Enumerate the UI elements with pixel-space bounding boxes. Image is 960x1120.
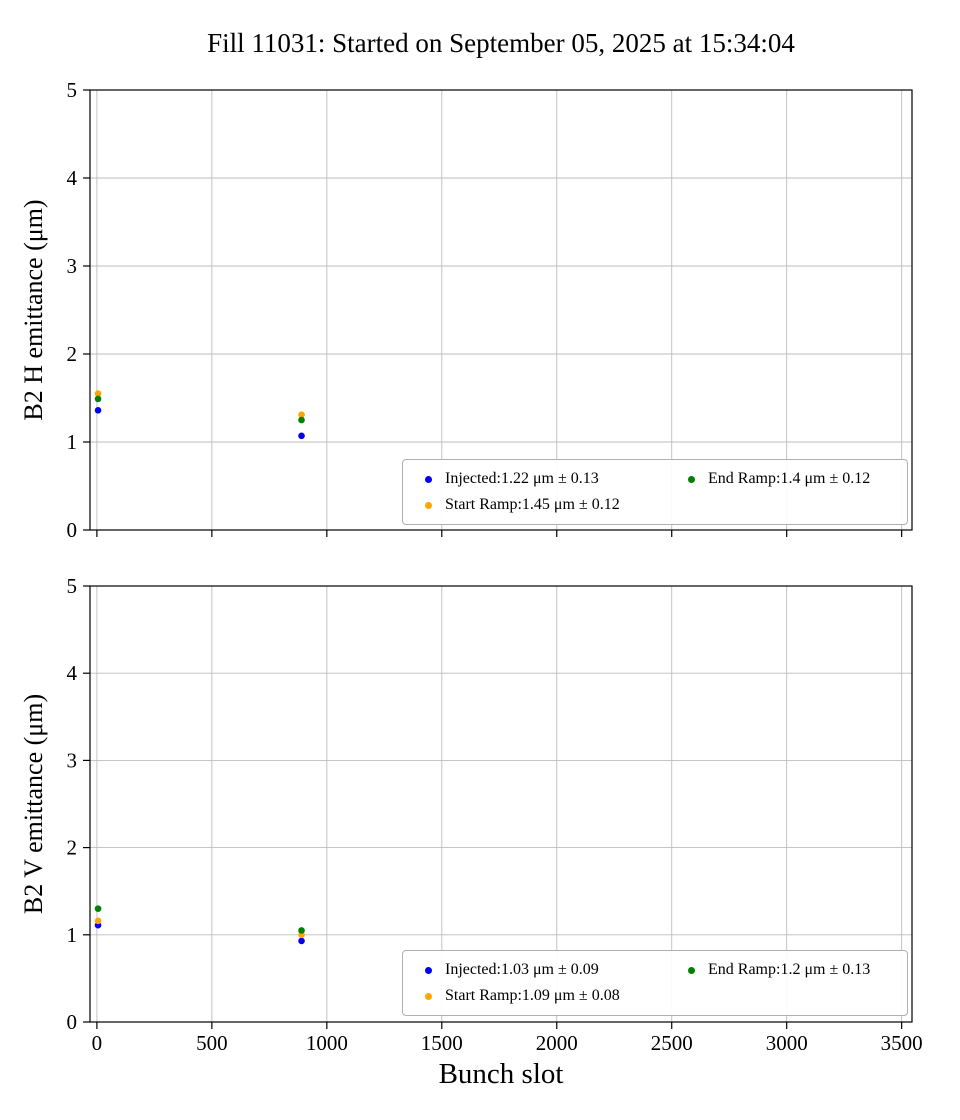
y-tick-label: 4 [67, 661, 78, 685]
y-axis-label-v: B2 V emittance (μm) [19, 693, 48, 915]
y-tick-label: 2 [67, 836, 78, 860]
legend-marker-injected [425, 475, 432, 483]
data-point [298, 432, 305, 440]
data-point [298, 927, 305, 934]
y-tick-label: 1 [67, 923, 78, 947]
legend-marker-start-ramp [425, 992, 432, 1000]
y-tick-label: 3 [67, 748, 78, 772]
y-tick-label: 0 [67, 518, 78, 542]
legend-label-start-ramp: Start Ramp:1.45 μm ± 0.12 [445, 496, 620, 513]
x-tick-label: 3500 [881, 1031, 923, 1055]
legend-marker-end-ramp [688, 966, 695, 974]
y-tick-label: 5 [67, 78, 78, 102]
legend-entry: Injected:1.22 μm ± 0.13 [411, 466, 666, 492]
legend-entry: End Ramp:1.4 μm ± 0.12 [674, 466, 899, 492]
data-point [94, 407, 102, 414]
subplot-0: 0 1 2 3 4 5 [67, 78, 913, 542]
legend-marker-end-ramp [688, 475, 695, 483]
legend-entry: Start Ramp:1.09 μm ± 0.08 [411, 983, 666, 1009]
y-tick-label: 3 [67, 254, 78, 278]
axes-border [89, 585, 913, 1023]
figure-title: Fill 11031: Started on September 05, 202… [207, 28, 795, 58]
data-point [94, 917, 102, 925]
x-tick-label: 0 [92, 1031, 103, 1055]
x-tick-label: 1000 [306, 1031, 348, 1055]
data-point [94, 905, 102, 912]
legend-entry: Injected:1.03 μm ± 0.09 [411, 957, 666, 983]
x-axis-label: Bunch slot [438, 1058, 564, 1090]
y-tick-label: 5 [67, 574, 78, 598]
x-tick-label: 1500 [421, 1031, 463, 1055]
legend-label-end-ramp: End Ramp:1.4 μm ± 0.12 [708, 470, 871, 487]
x-tick-label: 3000 [766, 1031, 808, 1055]
x-tick-label: 500 [196, 1031, 228, 1055]
legend-marker-injected [425, 966, 432, 974]
data-point [298, 416, 305, 424]
subplot-1: 0 1 2 3 4 5 0 500 1000 1500 2000 2500 3000 3500 [67, 574, 923, 1055]
data-point [94, 390, 102, 397]
x-tick-label: 2000 [536, 1031, 578, 1055]
data-point [94, 395, 102, 403]
legend-bottom-subplot: Injected:1.03 μm ± 0.09 Start Ramp:1.09 … [402, 950, 908, 1016]
legend-entry: End Ramp:1.2 μm ± 0.13 [674, 957, 899, 983]
legend-entry: Start Ramp:1.45 μm ± 0.12 [411, 492, 666, 518]
y-tick-label: 4 [67, 166, 78, 190]
legend-label-injected: Injected:1.22 μm ± 0.13 [445, 470, 599, 487]
axes-border [89, 89, 913, 531]
y-tick-label: 2 [67, 342, 78, 366]
legend-label-injected: Injected:1.03 μm ± 0.09 [445, 961, 599, 978]
data-point [298, 411, 305, 419]
legend-marker-start-ramp [425, 501, 432, 509]
data-point [298, 937, 305, 945]
y-axis-label-h: B2 H emittance (μm) [19, 199, 48, 421]
legend-label-end-ramp: End Ramp:1.2 μm ± 0.13 [708, 961, 871, 978]
x-tick-label: 2500 [651, 1031, 693, 1055]
legend-top-subplot: Injected:1.22 μm ± 0.13 Start Ramp:1.45 … [402, 459, 908, 525]
y-tick-label: 0 [67, 1010, 78, 1034]
y-tick-label: 1 [67, 430, 78, 454]
legend-label-start-ramp: Start Ramp:1.09 μm ± 0.08 [445, 987, 620, 1004]
